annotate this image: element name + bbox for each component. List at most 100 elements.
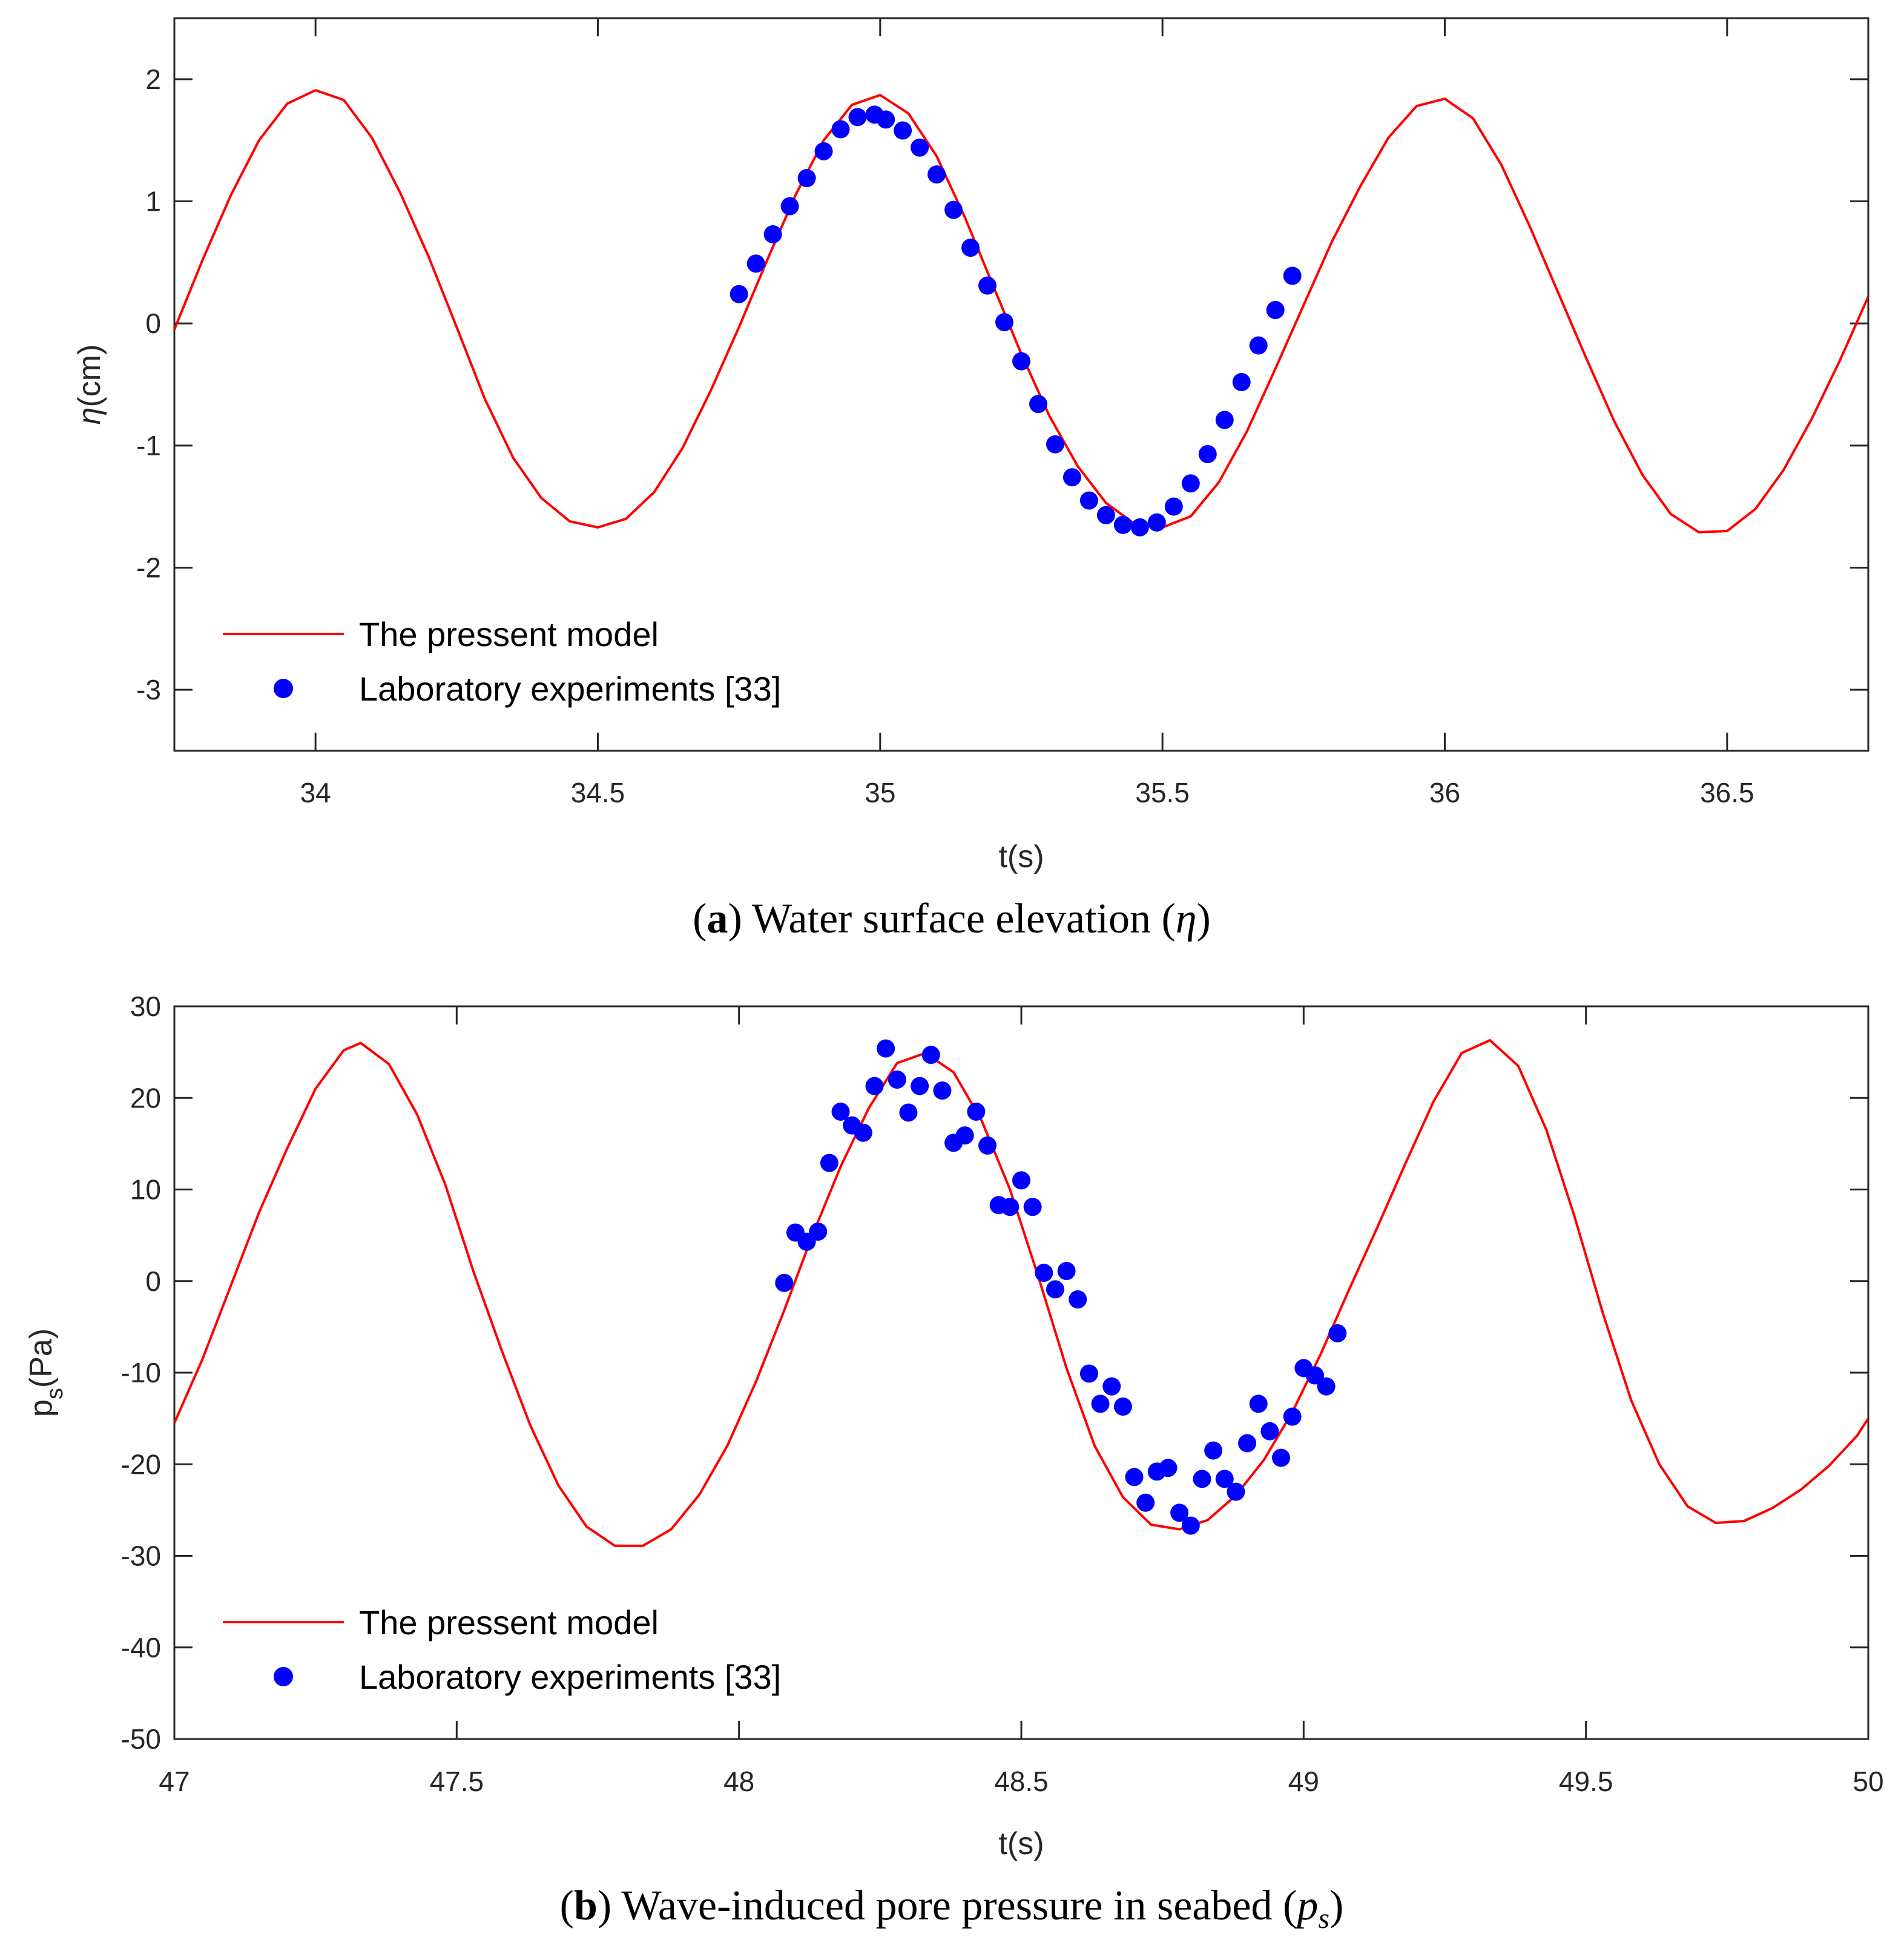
data-point	[1164, 497, 1183, 516]
data-point	[899, 1103, 918, 1122]
data-point	[730, 285, 748, 303]
y-tick-label: 1	[145, 186, 161, 217]
y-tick-label: -40	[121, 1632, 161, 1663]
x-tick-label: 48.5	[994, 1766, 1049, 1797]
y-tick-label: 10	[130, 1174, 161, 1206]
data-point	[1023, 1198, 1042, 1216]
data-point	[978, 276, 997, 295]
data-point	[911, 138, 929, 157]
y-tick-label: -2	[136, 552, 161, 584]
y-tick-label: 2	[145, 64, 161, 95]
y-tick-label: 30	[130, 991, 161, 1022]
data-point	[1317, 1377, 1336, 1396]
legend-label-model: The pressent model	[359, 615, 659, 653]
data-point	[967, 1102, 986, 1121]
data-point	[820, 1153, 838, 1172]
data-point	[1029, 395, 1047, 414]
data-point	[1062, 468, 1081, 487]
data-point	[1079, 491, 1098, 510]
data-point	[1057, 1262, 1076, 1281]
x-tick-label: 36	[1429, 777, 1460, 808]
data-point	[1283, 266, 1302, 285]
data-point	[797, 169, 816, 188]
data-point	[763, 225, 782, 243]
data-point	[1170, 1503, 1189, 1522]
x-axis-label: t(s)	[998, 839, 1044, 874]
x-tick-label: 36.5	[1700, 777, 1754, 808]
data-point	[1198, 444, 1217, 463]
data-point	[1215, 411, 1234, 429]
x-axis-label: t(s)	[998, 1826, 1044, 1861]
data-point	[961, 239, 980, 257]
x-tick-label: 35	[865, 777, 895, 808]
data-point	[1328, 1324, 1347, 1342]
y-tick-label: -10	[121, 1357, 161, 1388]
data-point	[1096, 506, 1115, 524]
data-point	[1035, 1264, 1053, 1282]
x-tick-label: 49.5	[1559, 1766, 1613, 1797]
data-point	[955, 1126, 974, 1145]
y-axis-label: ps(Pa)	[24, 1328, 68, 1417]
y-axis-label: η(cm)	[72, 345, 107, 425]
data-point	[1159, 1459, 1178, 1477]
data-point	[877, 1039, 895, 1058]
data-point	[1113, 515, 1132, 534]
legend-label-experiments: Laboratory experiments [33]	[359, 670, 781, 708]
data-point	[921, 1046, 940, 1064]
legend: The pressent model Laboratory experiments…	[223, 1603, 781, 1696]
data-point	[854, 1123, 872, 1142]
data-point	[1232, 372, 1251, 391]
data-point	[1012, 1171, 1030, 1190]
data-point	[978, 1136, 997, 1155]
data-point	[848, 108, 867, 127]
legend-label-experiments: Laboratory experiments [33]	[359, 1658, 781, 1696]
data-point	[780, 197, 799, 216]
data-point	[927, 165, 946, 184]
data-point	[888, 1071, 906, 1089]
y-tick-label: -1	[136, 430, 161, 461]
data-point	[1181, 1516, 1200, 1535]
data-point	[1305, 1366, 1324, 1385]
data-point	[1125, 1468, 1144, 1486]
data-point	[1215, 1470, 1234, 1488]
data-point	[814, 142, 833, 160]
y-tick-label: 0	[145, 1265, 161, 1297]
data-point	[933, 1081, 952, 1100]
series-points-experiments	[730, 105, 1302, 536]
data-point	[1283, 1407, 1302, 1426]
data-point	[1079, 1364, 1098, 1383]
panel-caption: (a) Water surface elevation (η)	[693, 896, 1211, 942]
data-point	[831, 1102, 850, 1121]
data-point	[831, 120, 850, 139]
data-point	[877, 110, 895, 129]
data-point	[865, 1077, 884, 1095]
legend: The pressent model Laboratory experiments…	[223, 615, 781, 708]
data-point	[911, 1077, 929, 1095]
data-point	[775, 1273, 794, 1292]
panel-caption: (b) Wave-induced pore pressure in seabed…	[560, 1882, 1344, 1935]
x-tick-label: 49	[1288, 1766, 1319, 1797]
y-tick-label: 20	[130, 1082, 161, 1114]
data-point	[1001, 1198, 1020, 1216]
data-point	[1091, 1394, 1110, 1413]
data-point	[1046, 435, 1064, 454]
data-point	[1069, 1290, 1087, 1308]
y-tick-label: -30	[121, 1540, 161, 1572]
x-tick-label: 47.5	[430, 1766, 484, 1797]
panel-a: 34 34.5 35 35.5 36 36.5 -3 -2 -1 0 1 2 The pressent …	[72, 17, 1869, 942]
data-point	[746, 254, 765, 273]
data-point	[1249, 1394, 1268, 1413]
data-point	[1130, 518, 1149, 536]
data-point	[1238, 1434, 1257, 1453]
data-point	[1012, 352, 1030, 371]
x-tick-label: 35.5	[1135, 777, 1190, 808]
x-tick-label: 34	[300, 777, 331, 808]
data-point	[1260, 1422, 1279, 1440]
data-point	[894, 121, 912, 140]
data-point	[1113, 1397, 1132, 1416]
data-point	[1272, 1448, 1291, 1467]
data-point	[1266, 300, 1285, 319]
data-point	[995, 313, 1014, 332]
